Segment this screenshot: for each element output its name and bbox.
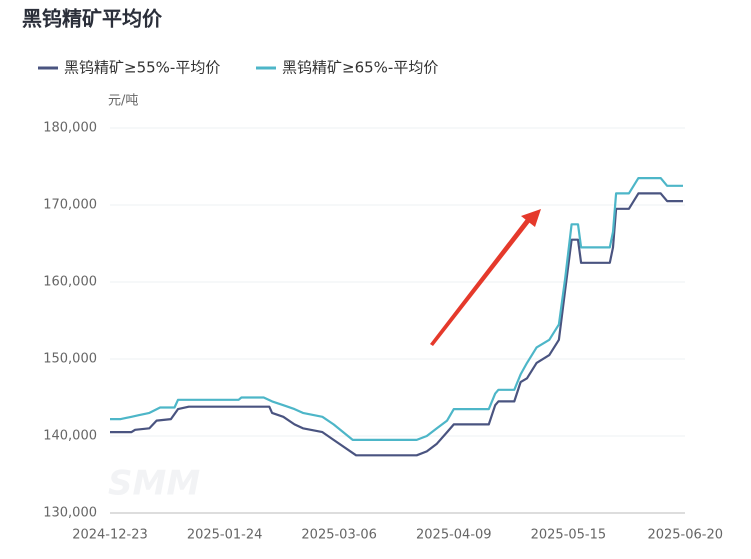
arrow-head bbox=[521, 209, 541, 227]
x-tick-label: 2025-06-20 bbox=[647, 528, 723, 543]
watermark: SMM bbox=[108, 464, 200, 504]
arrow-shaft bbox=[430, 219, 530, 346]
legend-label: 黑钨精矿≥55%-平均价 bbox=[64, 59, 220, 77]
series-line bbox=[110, 177, 683, 441]
y-tick-label: 150,000 bbox=[43, 352, 97, 367]
x-tick-label: 2025-04-09 bbox=[416, 528, 492, 543]
chart-title: 黑钨精矿平均价 bbox=[22, 7, 163, 31]
legend-label: 黑钨精矿≥65%-平均价 bbox=[282, 59, 438, 77]
annotation-arrow bbox=[430, 209, 541, 346]
y-tick-label: 160,000 bbox=[43, 275, 97, 290]
x-tick-label: 2025-05-15 bbox=[531, 528, 607, 543]
y-tick-label: 140,000 bbox=[43, 429, 97, 444]
legend: 黑钨精矿≥55%-平均价 黑钨精矿≥65%-平均价 bbox=[38, 59, 438, 77]
x-tick-label: 2025-01-24 bbox=[187, 528, 263, 543]
plot-area: 130,000 140,000 150,000 160,000 170,000 180,0… bbox=[43, 121, 723, 543]
y-tick-label: 170,000 bbox=[43, 198, 97, 213]
y-tick-label: 130,000 bbox=[43, 506, 97, 521]
y-tick-label: 180,000 bbox=[43, 121, 97, 136]
x-tick-label: 2025-03-06 bbox=[301, 528, 377, 543]
y-unit: 元/吨 bbox=[108, 94, 138, 109]
series-line bbox=[110, 192, 683, 457]
x-tick-label: 2024-12-23 bbox=[72, 528, 148, 543]
